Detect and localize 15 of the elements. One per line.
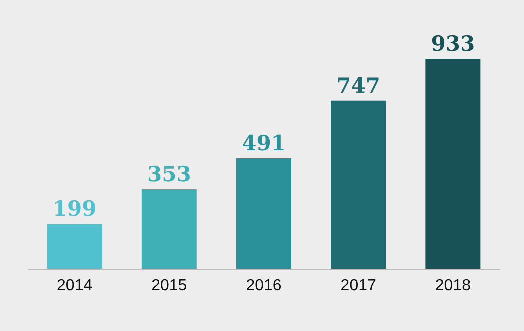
x-tick-label: 2018 [435,278,472,294]
data-label: 747 [336,72,381,98]
x-tick-label: 2015 [152,278,188,294]
data-label: 199 [52,196,97,222]
bar [331,100,386,269]
x-tick-label: 2017 [340,278,376,294]
data-label: 491 [242,130,286,156]
bar [47,224,102,269]
x-tick-label: 2014 [57,278,93,294]
bar [142,190,197,269]
data-label: 933 [431,31,476,56]
x-tick-label: 2016 [246,278,282,294]
bar [426,59,481,269]
data-label: 353 [147,162,192,187]
bar [236,158,292,269]
